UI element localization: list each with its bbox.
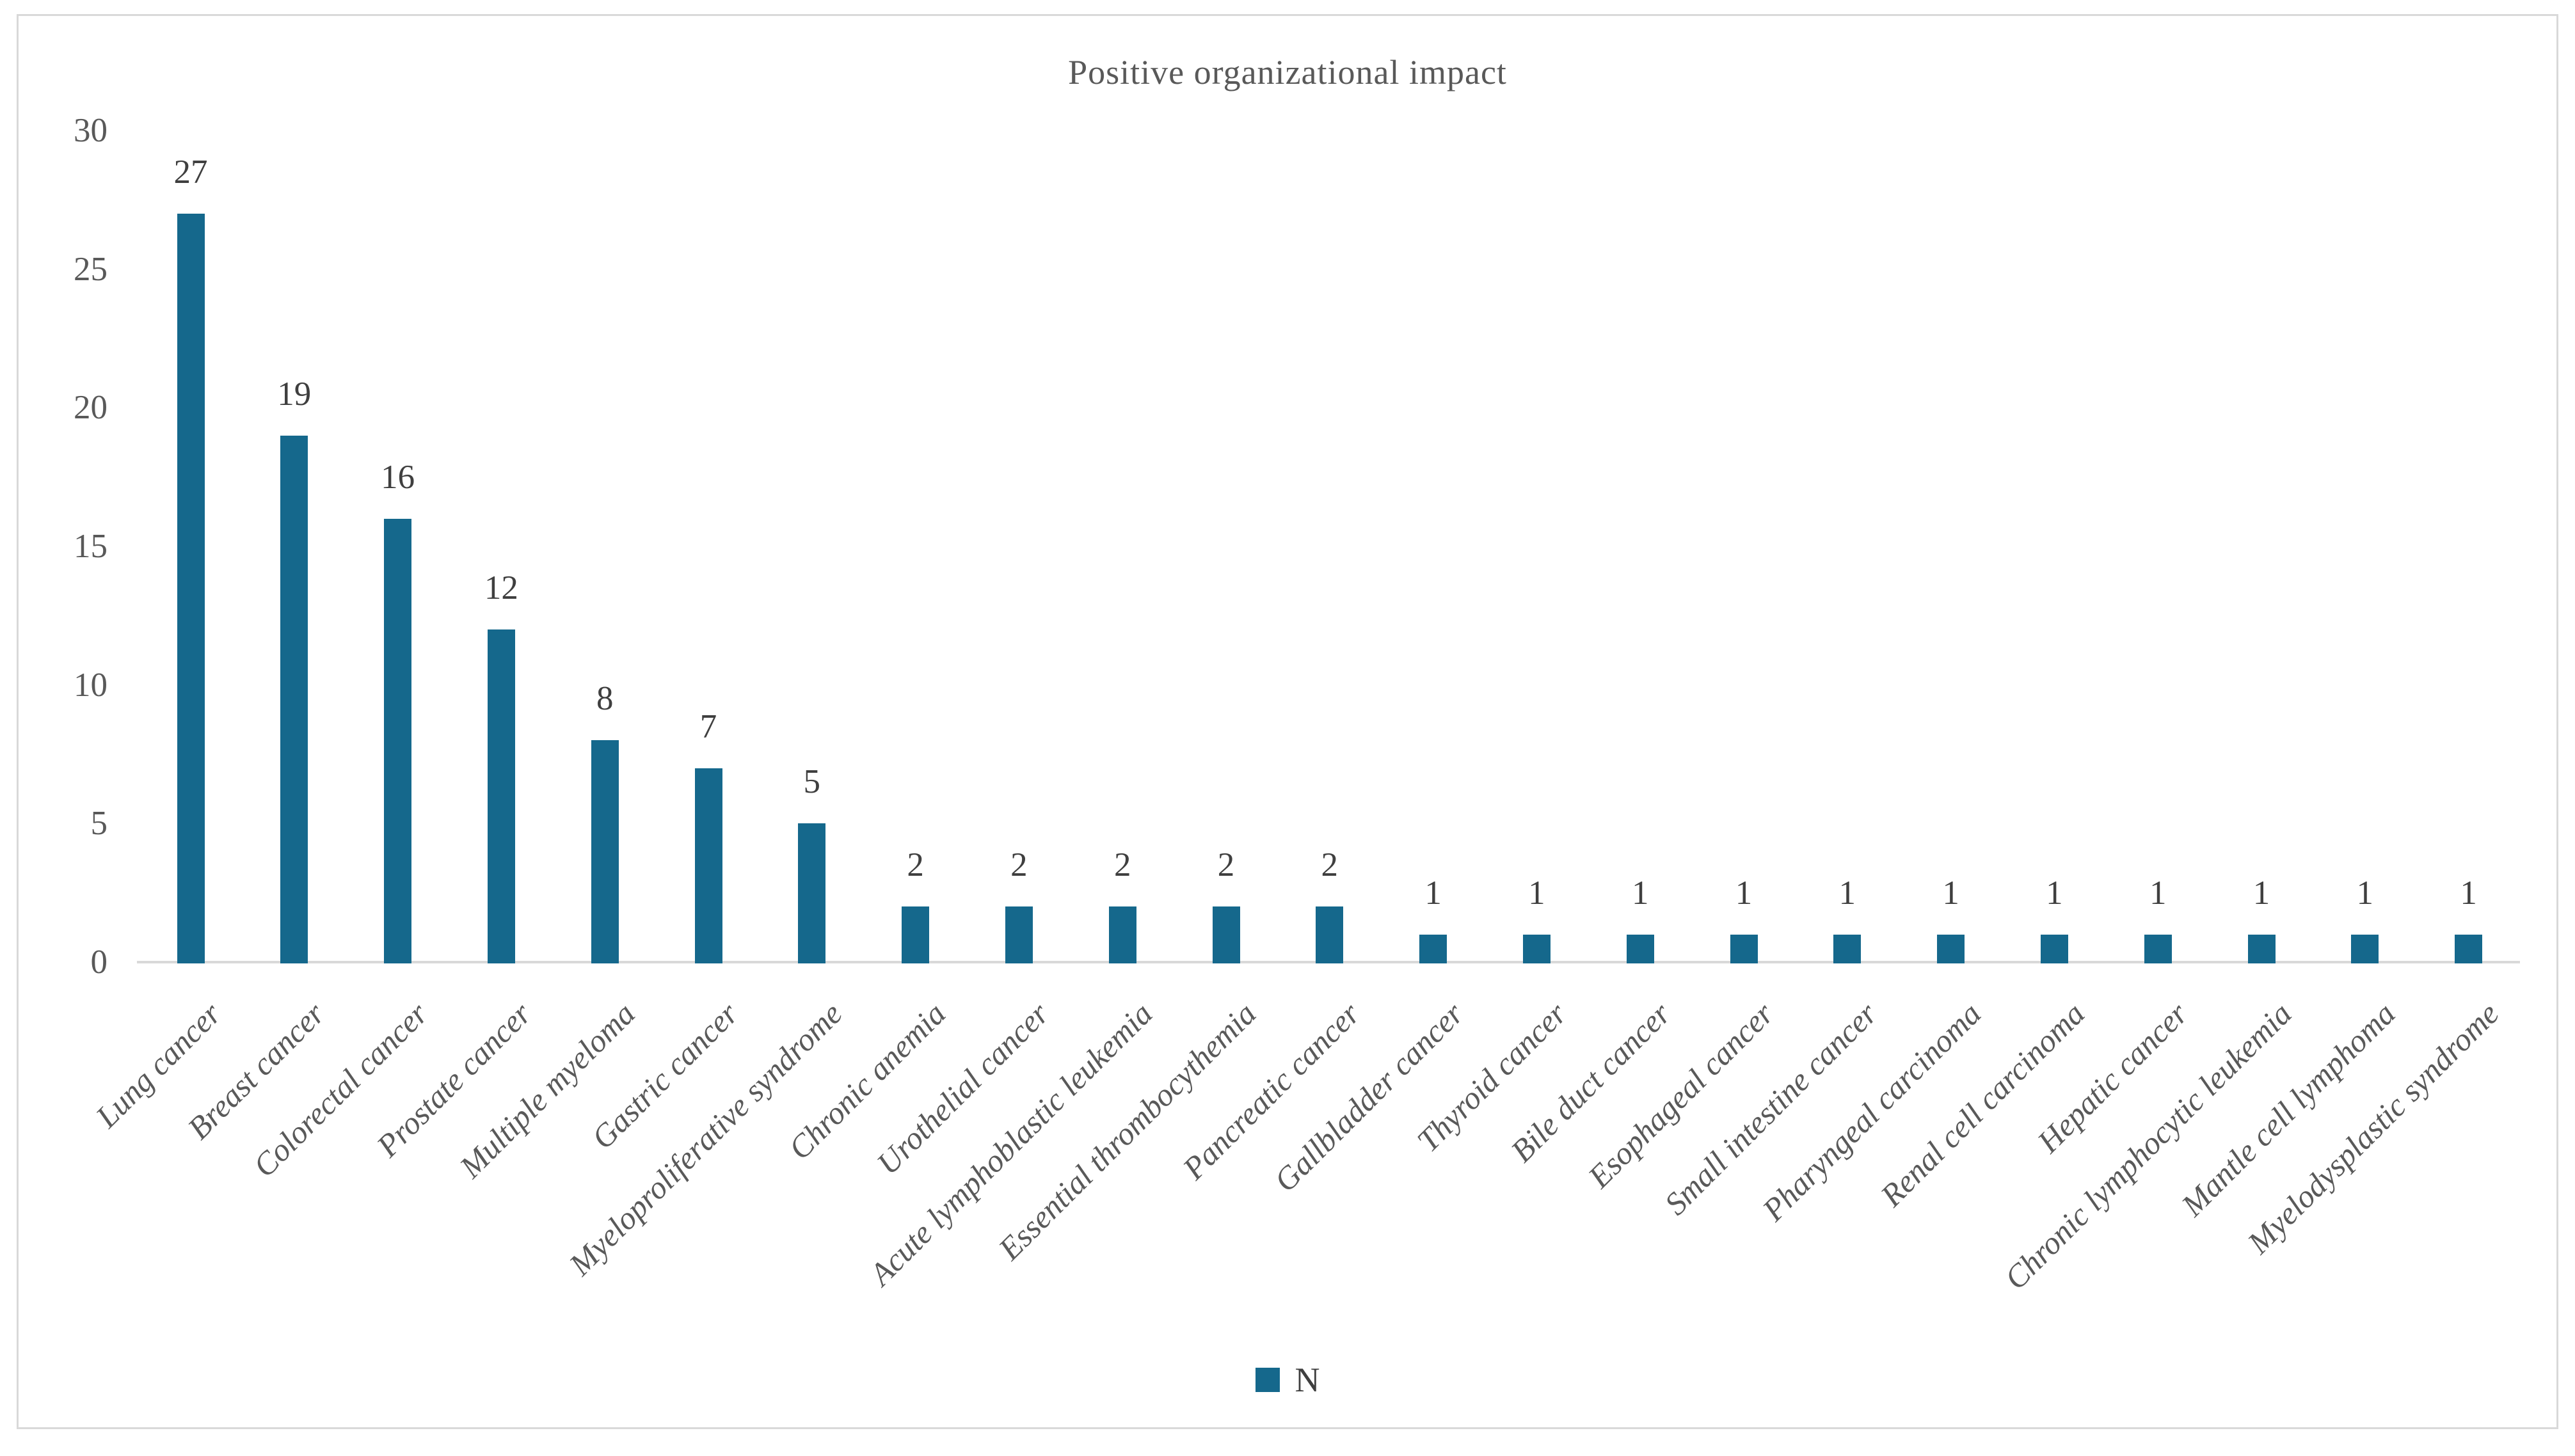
legend: N xyxy=(0,1361,2575,1398)
x-axis-label: Gallbladder cancer xyxy=(1266,995,1471,1199)
bar-value-label: 1 xyxy=(1631,874,1649,912)
bar xyxy=(1419,934,1447,963)
bar-value-label: 1 xyxy=(2252,874,2270,912)
bar xyxy=(1937,934,1965,963)
bar xyxy=(1005,906,1033,963)
bar xyxy=(902,906,930,963)
bar xyxy=(2455,934,2483,963)
bar-value-label: 2 xyxy=(1217,846,1235,884)
bar xyxy=(2040,934,2068,963)
bar-value-label: 1 xyxy=(2460,874,2477,912)
y-axis-tick-label: 15 xyxy=(74,528,108,565)
x-axis-label: Renal cell carcinoma xyxy=(1873,995,2091,1214)
bar-value-label: 27 xyxy=(173,154,208,191)
y-axis-tick-label: 25 xyxy=(74,250,108,288)
y-axis-tick-label: 0 xyxy=(90,944,108,981)
bar-value-label: 2 xyxy=(1010,846,1028,884)
y-axis-tick-label: 30 xyxy=(74,112,108,149)
y-axis-tick-label: 20 xyxy=(74,389,108,427)
x-axis-label: Urothelial cancer xyxy=(870,995,1056,1182)
bar xyxy=(1522,934,1551,963)
bar xyxy=(694,768,722,963)
bar-value-label: 2 xyxy=(1321,846,1339,884)
bar-value-label: 5 xyxy=(803,763,821,801)
x-axis-label: Esophageal cancer xyxy=(1581,995,1781,1195)
legend-label: N xyxy=(1295,1361,1320,1399)
figure-border xyxy=(17,14,2558,1429)
bar xyxy=(2351,934,2379,963)
bar-value-label: 16 xyxy=(381,458,415,496)
x-axis-label: Pancreatic cancer xyxy=(1175,995,1367,1187)
bar-value-label: 7 xyxy=(699,708,717,745)
y-axis-tick-label: 5 xyxy=(90,805,108,843)
bar-value-label: 1 xyxy=(1942,874,1959,912)
bar-value-label: 8 xyxy=(596,680,614,718)
bar-value-label: 1 xyxy=(2149,874,2167,912)
bar xyxy=(1730,934,1758,963)
bar xyxy=(1316,906,1344,963)
y-axis-tick-label: 10 xyxy=(74,666,108,704)
bar-value-label: 1 xyxy=(2046,874,2063,912)
bar xyxy=(384,518,412,963)
chart-title: Positive organizational impact xyxy=(1068,53,1507,91)
x-axis-label: Multiple myeloma xyxy=(452,995,642,1185)
bar xyxy=(1626,934,1654,963)
bar xyxy=(1833,934,1861,963)
bar-value-label: 2 xyxy=(1113,846,1131,884)
bar xyxy=(2247,934,2276,963)
bar xyxy=(1212,906,1240,963)
bar xyxy=(1108,906,1136,963)
bar xyxy=(798,823,826,963)
bar xyxy=(2144,934,2172,963)
bar-value-label: 12 xyxy=(484,569,518,606)
bar-value-label: 19 xyxy=(277,375,312,413)
x-axis-label: Colorectal cancer xyxy=(246,995,435,1184)
bar-value-label: 2 xyxy=(907,846,924,884)
bar xyxy=(487,629,515,963)
bar xyxy=(177,214,205,963)
bar-value-label: 1 xyxy=(1735,874,1753,912)
bar-value-label: 1 xyxy=(1838,874,1856,912)
bar-value-label: 1 xyxy=(1528,874,1545,912)
bar xyxy=(591,740,619,963)
bar xyxy=(280,435,308,963)
bar-value-label: 1 xyxy=(2356,874,2374,912)
legend-swatch xyxy=(1255,1368,1280,1392)
bar-value-label: 1 xyxy=(1424,874,1442,912)
